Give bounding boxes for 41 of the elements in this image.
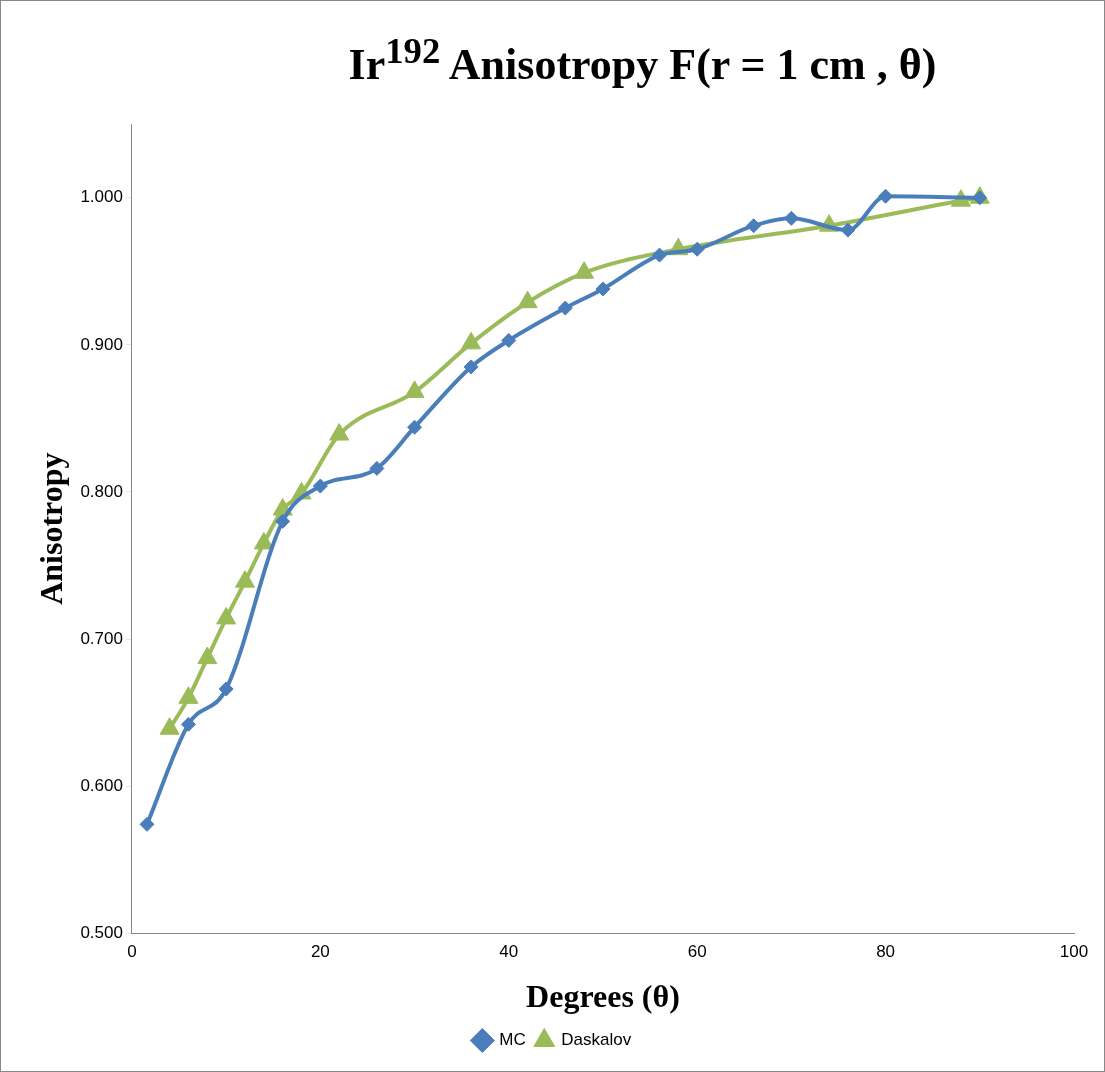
point [275, 513, 291, 529]
x-tick-label: 20 [310, 942, 330, 962]
legend-label: Daskalov [561, 1030, 632, 1050]
y-tick-label: 0.600 [80, 775, 123, 795]
point [557, 300, 573, 316]
point [595, 281, 611, 297]
point [197, 646, 218, 665]
chart-title: Ir$^{192}$ Anisotropy F(r = 1 cm , θ) [347, 29, 938, 90]
point [404, 380, 425, 398]
point [178, 686, 199, 704]
y-tick-label: 1.000 [80, 187, 123, 207]
x-tick-label: 40 [499, 942, 519, 962]
y-tick-label: 0.700 [80, 628, 123, 648]
point [746, 218, 762, 234]
point [651, 247, 667, 263]
y-tick-label: 0.500 [80, 922, 123, 942]
x-tick-label: 0 [127, 942, 137, 962]
point [159, 717, 180, 735]
x-axis-title: Degrees (θ) [526, 978, 680, 1015]
point [329, 423, 350, 441]
y-tick-label: 0.800 [80, 481, 123, 501]
point [689, 241, 705, 257]
point [253, 531, 274, 550]
point [407, 419, 423, 435]
point [783, 210, 799, 226]
point [501, 332, 517, 348]
point [216, 606, 237, 625]
x-tick-label: 80 [876, 942, 896, 962]
y-tick-label: 0.900 [80, 334, 123, 354]
legend-label: MC [499, 1030, 526, 1050]
point [461, 331, 482, 350]
x-tick-label: 60 [687, 942, 707, 962]
point [369, 460, 385, 476]
x-tick-label: 100 [1059, 942, 1089, 962]
y-axis-title: Anisotropy [33, 452, 70, 605]
point [312, 478, 328, 494]
point [463, 359, 479, 375]
point [234, 570, 256, 588]
point [840, 222, 856, 238]
point [517, 290, 538, 309]
point [878, 188, 894, 204]
